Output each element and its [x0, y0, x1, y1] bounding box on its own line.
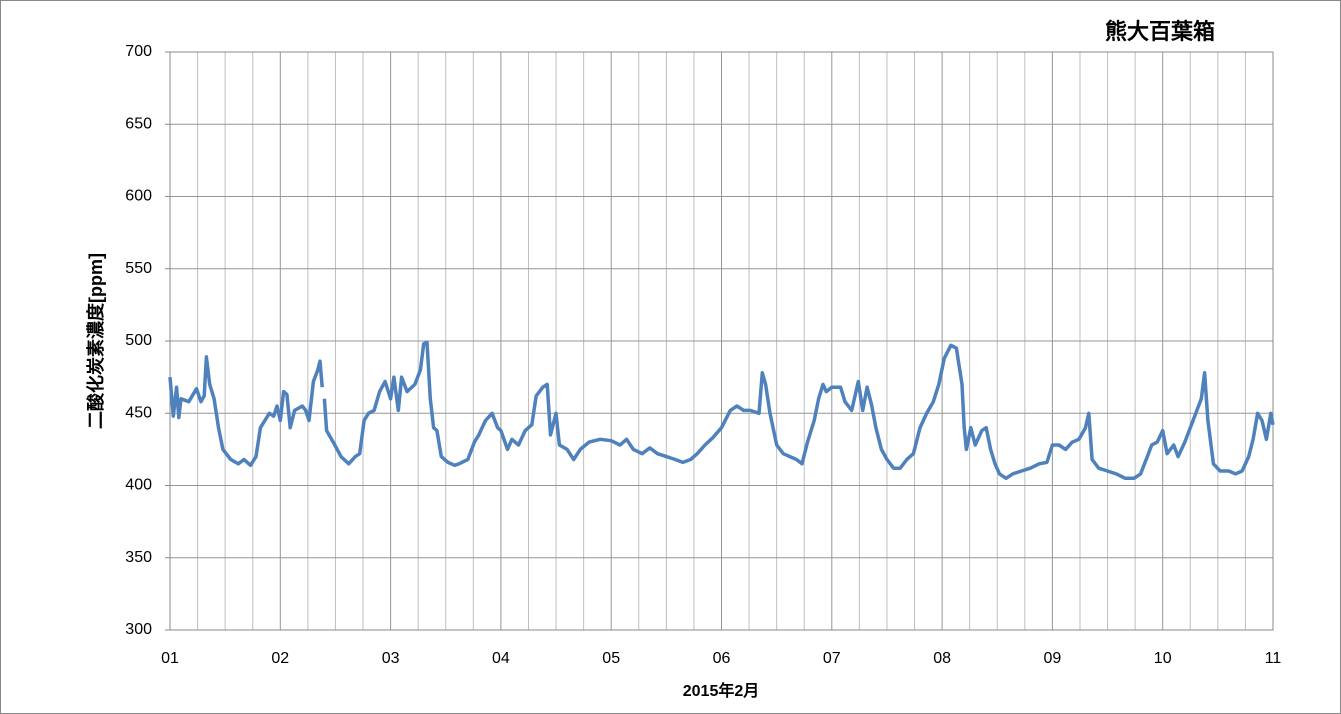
x-tick-label: 04 — [492, 650, 510, 667]
x-tick-label: 07 — [823, 650, 841, 667]
y-tick-label: 400 — [125, 477, 152, 494]
y-tick-label: 650 — [125, 115, 152, 132]
y-tick-label: 550 — [125, 260, 152, 277]
data-line — [168, 355, 324, 468]
x-tick-label: 08 — [933, 650, 951, 667]
y-tick-label: 500 — [125, 332, 152, 349]
x-tick-label: 06 — [713, 650, 731, 667]
y-tick-label: 350 — [125, 549, 152, 566]
x-axis-label: 2015年2月 — [683, 681, 760, 700]
y-tick-label: 600 — [125, 188, 152, 205]
x-tick-label: 01 — [161, 650, 179, 667]
y-tick-label: 450 — [125, 404, 152, 421]
chart-title: 熊大百葉箱 — [1105, 19, 1215, 44]
x-tick-label: 02 — [271, 650, 289, 667]
x-tick-label: 03 — [382, 650, 400, 667]
y-tick-label: 700 — [125, 43, 152, 60]
x-tick-label: 05 — [602, 650, 620, 667]
y-tick-label: 300 — [125, 621, 152, 638]
x-tick-label: 09 — [1044, 650, 1062, 667]
data-line — [322, 340, 1275, 481]
x-tick-label: 11 — [1265, 650, 1282, 667]
y-axis-label: 二酸化炭素濃度[ppm] — [85, 253, 106, 429]
x-tick-label: 10 — [1154, 650, 1172, 667]
plot-area — [169, 51, 1274, 631]
